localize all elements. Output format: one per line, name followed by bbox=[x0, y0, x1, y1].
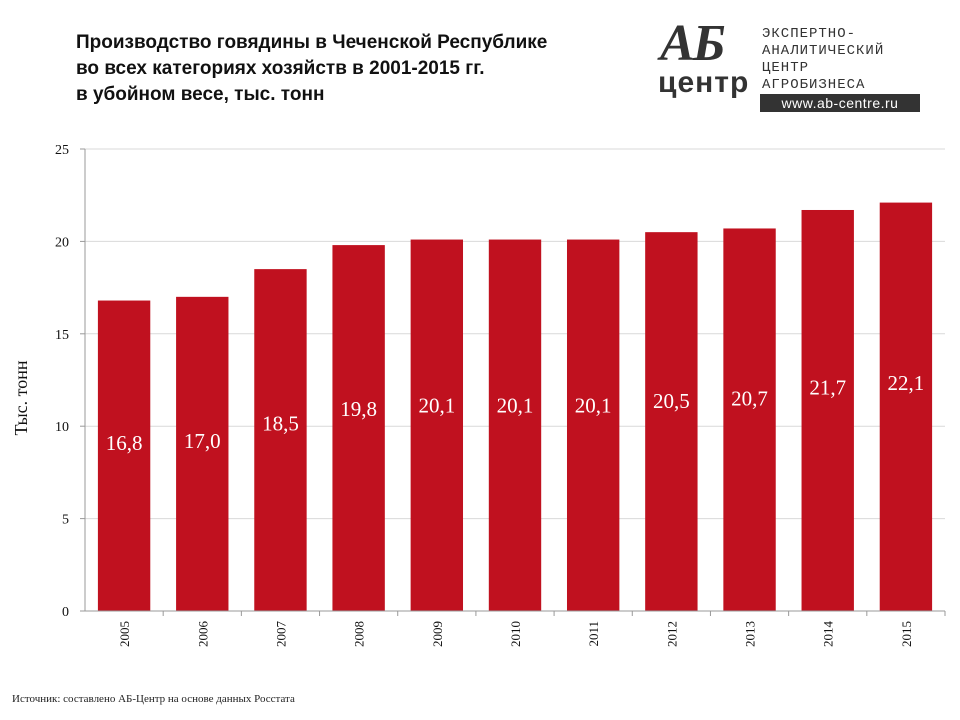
axes: 0 5 10 15 20 25 2005 2006 2007 2008 2009 2010 2011 20… bbox=[55, 143, 946, 648]
data-labels: 16,8 17,0 18,5 19,8 20,1 20,1 20,1 20,5 20,7 21,7… bbox=[106, 371, 925, 455]
x-tick-label-2006: 2006 bbox=[195, 621, 210, 648]
chart-title-line-1: Производство говядины в Чеченской Респуб… bbox=[76, 32, 548, 53]
x-tick-label-2012: 2012 bbox=[664, 621, 679, 647]
logo-text-line-3: ЦЕНТР bbox=[762, 60, 810, 76]
y-tick-label: 5 bbox=[62, 513, 69, 528]
x-tick-label-2015: 2015 bbox=[899, 621, 914, 647]
data-label-2011: 20,1 bbox=[575, 394, 612, 418]
x-tick-label-2008: 2008 bbox=[352, 621, 367, 647]
bar-2015 bbox=[879, 202, 933, 612]
bar-2011 bbox=[566, 239, 620, 611]
bar-2013 bbox=[723, 228, 776, 612]
data-label-2012: 20,5 bbox=[653, 389, 690, 413]
bar-2014 bbox=[801, 209, 854, 611]
x-tick-label-2010: 2010 bbox=[508, 621, 523, 647]
x-tick-label-2013: 2013 bbox=[743, 621, 758, 647]
bar-2009 bbox=[410, 239, 464, 611]
data-label-2008: 19,8 bbox=[340, 397, 377, 421]
logo-mark-ab: АБ bbox=[660, 15, 726, 72]
bar-2012 bbox=[645, 232, 698, 611]
data-label-2005: 16,8 bbox=[106, 431, 143, 455]
x-tick-label-2011: 2011 bbox=[586, 621, 601, 647]
x-tick-label-2005: 2005 bbox=[117, 621, 132, 647]
x-tick-label-2009: 2009 bbox=[430, 621, 445, 647]
x-tick-label-2014: 2014 bbox=[821, 621, 836, 648]
bar-2007 bbox=[254, 269, 307, 611]
chart-title-line-3: в убойном весе, тыс. тонн bbox=[76, 84, 325, 105]
data-label-2007: 18,5 bbox=[262, 412, 299, 436]
logo-text-line-4: АГРОБИЗНЕСА bbox=[762, 77, 866, 93]
logo-text-line-1: ЭКСПЕРТНО- bbox=[762, 26, 857, 42]
y-tick-label: 15 bbox=[55, 328, 69, 343]
y-tick-label: 10 bbox=[55, 420, 69, 435]
data-label-2015: 22,1 bbox=[888, 371, 925, 395]
data-label-2006: 17,0 bbox=[184, 429, 221, 453]
data-label-2013: 20,7 bbox=[731, 387, 768, 411]
source-note: Источник: составлено АБ-Центр на основе … bbox=[12, 693, 295, 705]
chart-title-line-2: во всех категориях хозяйств в 2001-2015 … bbox=[76, 58, 485, 79]
y-tick-label: 20 bbox=[55, 235, 69, 250]
logo-text: ЭКСПЕРТНО- АНАЛИТИЧЕСКИЙ ЦЕНТР АГРОБИЗНЕ… bbox=[762, 26, 884, 94]
logo-text-line-2: АНАЛИТИЧЕСКИЙ bbox=[762, 43, 885, 59]
bars bbox=[97, 202, 933, 612]
chart-title: Производство говядины в Чеченской Респуб… bbox=[76, 30, 636, 108]
data-label-2014: 21,7 bbox=[809, 375, 846, 399]
logo-mark-centr: центр bbox=[658, 66, 750, 99]
y-tick-label: 0 bbox=[62, 605, 69, 620]
x-tick-label-2007: 2007 bbox=[273, 621, 288, 648]
data-label-2010: 20,1 bbox=[497, 394, 534, 418]
bar-2010 bbox=[488, 239, 542, 611]
data-label-2009: 20,1 bbox=[418, 394, 455, 418]
bar-2005 bbox=[97, 300, 151, 611]
y-axis-label: Тыс. тонн bbox=[11, 360, 31, 435]
logo-url: www.ab-centre.ru bbox=[760, 94, 920, 112]
bar-2008 bbox=[332, 245, 385, 611]
ab-centre-logo: АБ центр ЭКСПЕРТНО- АНАЛИТИЧЕСКИЙ ЦЕНТР … bbox=[656, 15, 926, 114]
y-tick-label: 25 bbox=[55, 143, 69, 158]
bar-2006 bbox=[176, 296, 229, 611]
